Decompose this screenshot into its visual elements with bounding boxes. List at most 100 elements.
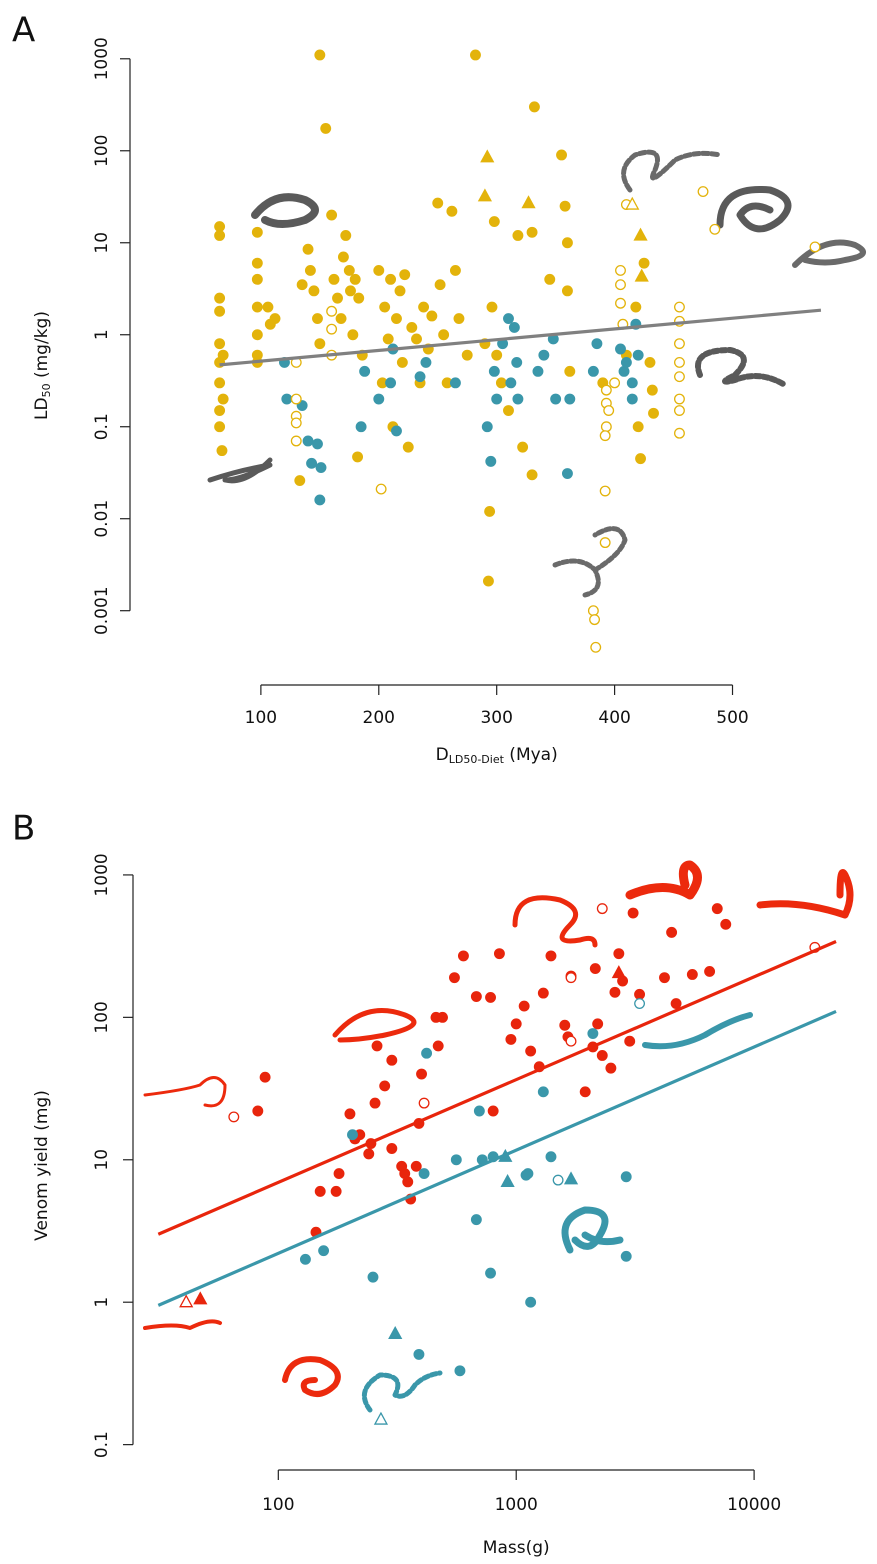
x-axis-label-part: Mass(g) [483,1538,550,1558]
data-point [290,417,302,429]
y-tick-label: 1 [92,329,112,340]
data-point [609,986,621,998]
data-point [320,122,332,134]
snake-illustration [642,1012,753,1050]
data-point [217,349,229,361]
snake-illustration [332,1008,417,1043]
data-point [296,279,308,291]
data-point [262,301,274,313]
data-point [564,393,576,405]
data-point [411,333,422,345]
data-point [363,1148,375,1160]
data-point [326,209,338,221]
data-point [484,505,496,517]
data-point [214,292,226,304]
data-point [600,384,612,396]
data-point [251,226,263,238]
data-point [399,269,411,281]
data-point [454,1365,466,1377]
x-axis-label-part: LD50-Diet [449,753,505,766]
data-point [518,1000,530,1012]
data-point [385,377,397,389]
data-point [505,377,517,389]
x-axis-label-part: (Mya) [504,745,558,765]
data-point [537,1086,549,1098]
data-point [379,1080,391,1092]
data-point [590,641,602,653]
data-point [561,237,573,249]
data-point [269,313,281,324]
data-point [179,1294,194,1308]
data-point [544,273,556,285]
data-point [337,251,349,263]
data-point [521,195,536,209]
data-point [491,393,503,405]
data-point [510,1018,522,1030]
snake-illustration [552,526,628,598]
data-point [228,1111,240,1123]
data-point [538,349,550,361]
data-point [306,457,318,469]
y-tick-label: 100 [92,135,112,167]
x-tick-label: 400 [598,708,630,728]
x-axis-label-part: D [436,745,449,765]
data-point [630,301,642,313]
y-tick-label: 1000 [92,37,112,80]
data-point [638,257,650,269]
data-point [312,313,323,324]
data-point [353,292,365,304]
data-point [418,1097,430,1109]
data-point [720,918,732,930]
data-point [508,322,520,333]
data-point [634,988,646,1000]
data-point [281,393,293,405]
x-tick-label: 10000 [727,1495,781,1515]
snake-illustration [756,869,854,919]
data-point [308,285,320,297]
data-point [599,485,611,497]
data-point [550,393,562,405]
data-point [373,264,385,276]
data-point [632,421,644,433]
data-point [674,356,685,368]
data-point [217,393,229,405]
data-point [505,1033,517,1045]
data-point [646,384,658,396]
y-tick-label: 0.01 [92,500,112,538]
data-point [304,264,316,276]
snake-illustration [207,457,273,484]
data-point [526,226,538,238]
data-point [635,453,646,465]
snake-illustration [143,1319,222,1330]
data-point [426,310,438,322]
data-point [517,441,529,453]
data-point [375,483,387,495]
data-point [512,393,524,405]
x-axis-label: DLD50-Diet (Mya) [436,745,558,766]
data-point [620,356,632,368]
data-point [620,1250,632,1262]
data-point [615,343,626,355]
data-point [503,405,514,416]
data-point [386,1143,398,1154]
data-point [326,323,338,335]
data-point [314,494,326,506]
data-point [488,216,500,228]
data-point [314,338,326,350]
data-point [491,349,503,361]
x-tick-label: 100 [245,708,277,728]
data-point [589,963,601,975]
data-point [434,279,446,291]
data-point [396,356,408,368]
data-point [446,205,458,217]
data-point [618,365,630,377]
data-point [259,1071,271,1083]
y-tick-label: 0.001 [92,586,112,635]
snake-illustrations [143,149,866,1413]
data-point [589,614,601,626]
data-point [416,1068,427,1080]
data-point [666,926,678,938]
data-point [352,451,364,463]
data-point [711,903,723,915]
data-point [526,469,538,481]
